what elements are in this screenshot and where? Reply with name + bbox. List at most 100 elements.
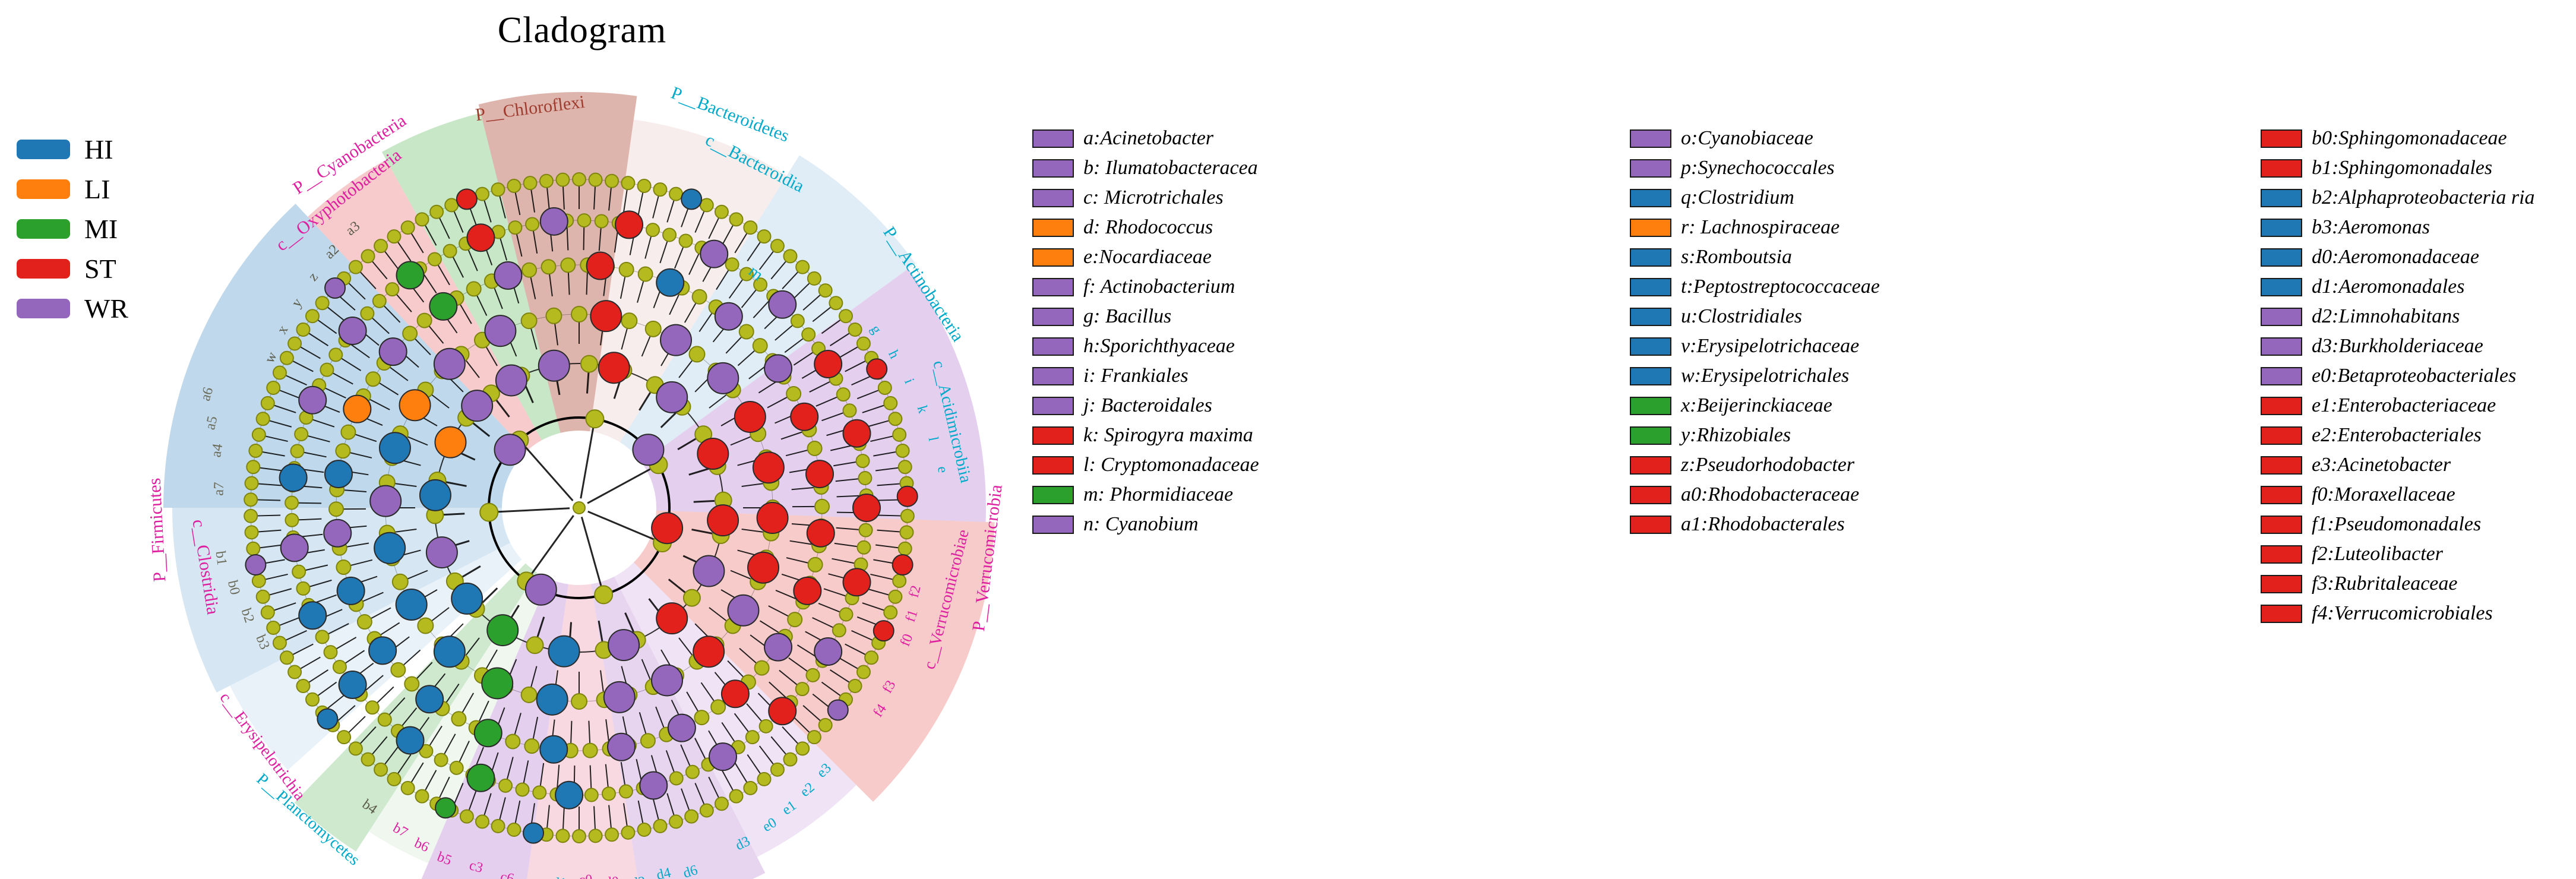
tree-branch	[589, 765, 592, 790]
taxon-node	[842, 419, 871, 448]
taxon-node	[429, 292, 458, 321]
group-legend-item: WR	[17, 289, 128, 328]
group-color-swatch	[17, 179, 70, 199]
tree-branch	[823, 588, 848, 597]
tree-branch	[396, 754, 412, 776]
tree-branch	[624, 612, 636, 634]
taxa-legend-label: x:Beijerinckiaceae	[1681, 394, 1832, 416]
taxon-node	[681, 188, 703, 210]
taxa-legend-entry: w:Erysipelotrichales	[1630, 361, 1880, 391]
taxa-color-swatch	[1032, 426, 1074, 445]
taxon-node	[536, 683, 568, 716]
tree-node	[739, 267, 754, 282]
tree-branch	[769, 681, 788, 699]
tree-branch	[737, 349, 756, 366]
tree-node	[451, 711, 467, 727]
taxa-color-swatch	[2261, 426, 2302, 445]
tree-node	[255, 589, 270, 604]
taxon-node	[425, 536, 458, 569]
tree-branch	[775, 590, 798, 600]
tree-node	[839, 309, 854, 324]
tree-branch	[336, 705, 356, 722]
taxon-node	[494, 261, 523, 290]
tree-branch	[747, 754, 762, 776]
taxa-legend-label: q:Clostridium	[1681, 186, 1794, 208]
taxon-letter: d2	[630, 874, 647, 879]
taxa-legend-entry: s:Romboutsia	[1630, 242, 1880, 272]
taxon-node	[456, 188, 478, 210]
taxa-color-swatch	[1032, 159, 1074, 178]
taxa-color-swatch	[1032, 248, 1074, 267]
taxon-node	[298, 385, 327, 415]
clade-wedge	[381, 113, 561, 441]
tree-node	[836, 387, 851, 402]
taxa-color-swatch	[1630, 129, 1671, 148]
tree-branch	[273, 602, 296, 612]
taxon-node	[768, 697, 797, 726]
tree-node	[668, 186, 683, 201]
tree-branch	[716, 268, 730, 290]
tree-branch	[677, 437, 698, 451]
tree-branch	[458, 741, 470, 764]
taxa-legend-entry: e1:Enterobacteriaceae	[2261, 391, 2535, 420]
tree-node	[858, 471, 873, 486]
tree-node	[541, 259, 557, 275]
taxa-legend-label: e1:Enterobacteriaceae	[2312, 394, 2496, 416]
tree-branch	[423, 223, 437, 246]
tree-branch	[845, 359, 867, 372]
taxon-node	[523, 822, 545, 844]
tree-node	[361, 249, 375, 264]
taxon-node	[245, 554, 267, 576]
taxa-legend-label: b1:Sphingomonadales	[2312, 157, 2493, 179]
tree-node	[795, 741, 810, 756]
tree-branch	[730, 570, 753, 580]
taxon-node	[338, 317, 367, 346]
taxon-node	[369, 485, 402, 517]
tree-branch	[514, 800, 521, 825]
group-color-swatch	[17, 299, 70, 318]
taxon-node	[280, 533, 309, 562]
tree-branch	[485, 345, 498, 366]
taxa-color-swatch	[1032, 337, 1074, 356]
tree-node	[315, 296, 330, 311]
tree-node	[807, 557, 823, 573]
taxa-legend-entry: a0:Rhodobacteraceae	[1630, 480, 1880, 510]
tree-node	[757, 772, 772, 786]
tree-branch	[369, 607, 391, 620]
taxon-node	[473, 719, 502, 748]
tree-node	[560, 257, 576, 273]
tree-node	[266, 621, 281, 635]
tree-node	[892, 427, 907, 442]
tree-branch	[530, 515, 574, 576]
tree-node	[419, 744, 434, 758]
group-color-swatch	[17, 259, 70, 279]
taxa-legend-entry: q:Clostridium	[1630, 183, 1880, 213]
taxon-node	[656, 268, 685, 297]
tree-branch	[461, 693, 475, 714]
taxa-legend-label: b0:Sphingomonadaceae	[2312, 127, 2507, 149]
tree-node	[248, 443, 263, 458]
tree-branch	[870, 435, 895, 442]
tree-branch	[666, 198, 675, 223]
tree-node	[459, 809, 474, 824]
taxa-color-swatch	[1032, 515, 1074, 534]
taxon-node	[461, 390, 494, 422]
tree-node	[883, 605, 898, 620]
tree-node	[714, 796, 729, 811]
tree-node	[770, 239, 785, 254]
tree-node	[507, 823, 521, 837]
tree-node	[498, 778, 513, 793]
tree-branch	[383, 745, 400, 766]
tree-branch	[818, 603, 842, 614]
group-label: HI	[84, 134, 113, 165]
tree-branch	[598, 226, 602, 251]
tree-branch	[669, 293, 681, 315]
taxa-color-swatch	[2261, 366, 2302, 385]
taxon-node	[555, 780, 584, 810]
tree-branch	[353, 433, 377, 442]
tree-branch	[562, 806, 565, 831]
tree-branch	[700, 682, 716, 703]
tree-branch	[459, 303, 472, 324]
tree-branch	[770, 260, 788, 280]
taxa-legend-entry: g: Bacillus	[1032, 302, 1259, 331]
